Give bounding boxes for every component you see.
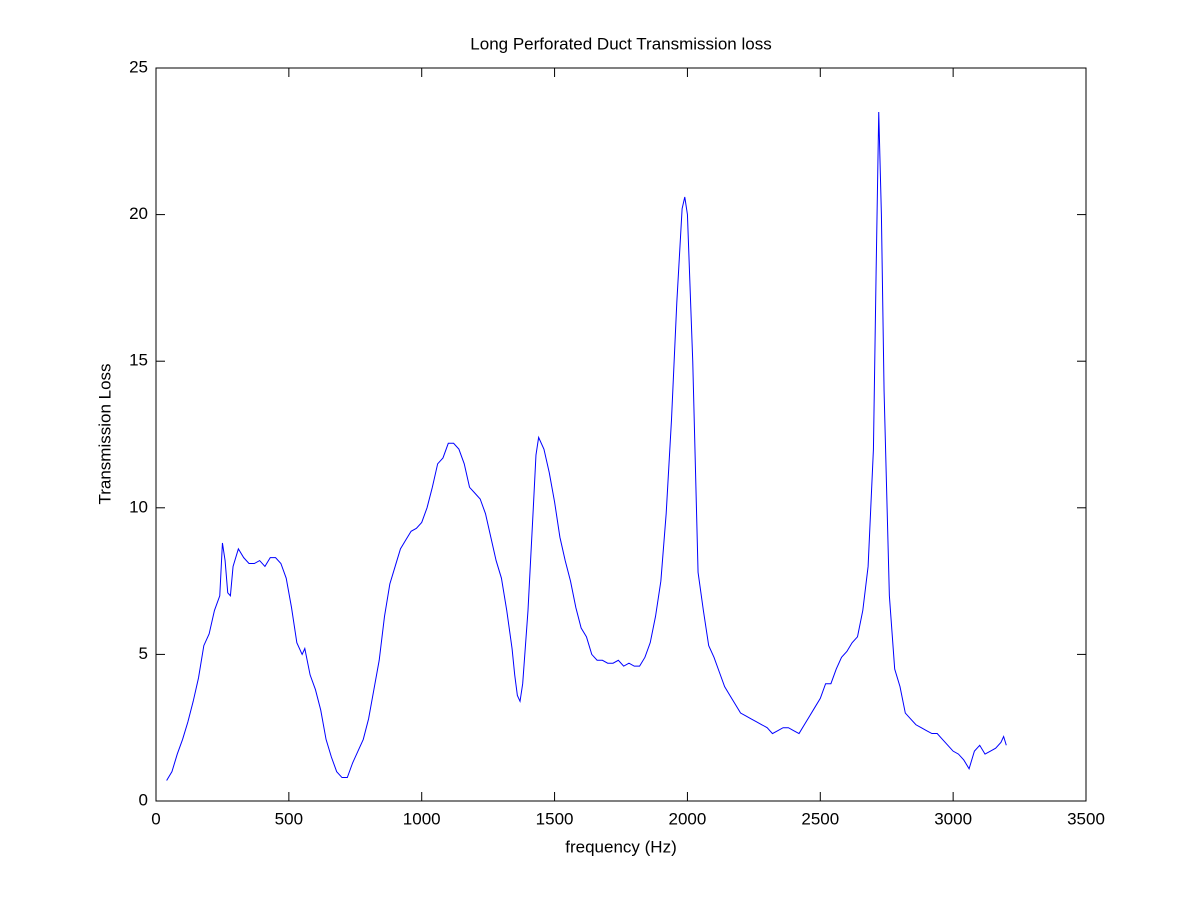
- x-axis-label: frequency (Hz): [565, 837, 676, 856]
- x-tick-label: 1500: [536, 809, 574, 828]
- y-tick-label: 20: [129, 204, 148, 223]
- y-tick-label: 10: [129, 497, 148, 516]
- y-tick-label: 5: [139, 644, 148, 663]
- axes-box: [155, 67, 1087, 802]
- x-tick-label: 3000: [934, 809, 972, 828]
- y-tick-label: 15: [129, 351, 148, 370]
- x-tick-label: 500: [275, 809, 303, 828]
- x-tick-label: 3500: [1067, 809, 1105, 828]
- x-tick-label: 0: [151, 809, 160, 828]
- y-axis-label: Transmission Loss: [95, 363, 114, 504]
- y-tick-label: 25: [129, 57, 148, 76]
- y-tick-label: 0: [139, 790, 148, 809]
- chart-title: Long Perforated Duct Transmission loss: [470, 34, 771, 53]
- x-tick-label: 2500: [801, 809, 839, 828]
- x-tick-label: 2000: [669, 809, 707, 828]
- x-tick-label: 1000: [403, 809, 441, 828]
- data-line: [166, 111, 1007, 781]
